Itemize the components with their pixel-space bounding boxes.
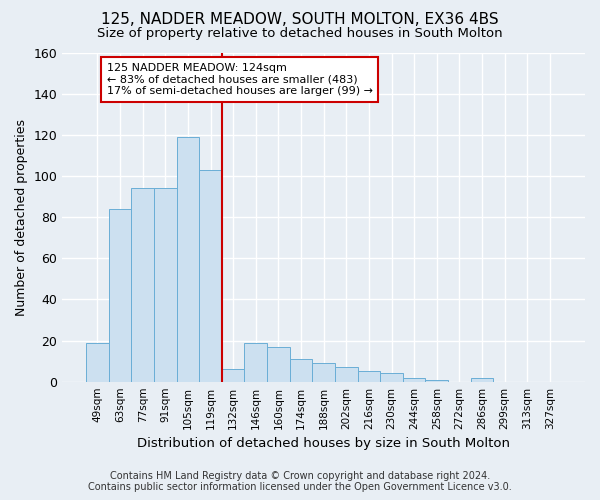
Bar (131, 188, 154, 382)
Y-axis label: Number of detached properties: Number of detached properties (15, 118, 28, 316)
Text: Contains HM Land Registry data © Crown copyright and database right 2024.
Contai: Contains HM Land Registry data © Crown c… (88, 471, 512, 492)
Bar (244, 342, 267, 382)
Bar (109, 209, 131, 382)
Bar (267, 346, 290, 382)
Bar (176, 137, 199, 382)
Bar (86, 342, 109, 382)
Text: 125, NADDER MEADOW, SOUTH MOLTON, EX36 4BS: 125, NADDER MEADOW, SOUTH MOLTON, EX36 4… (101, 12, 499, 28)
Bar (471, 378, 493, 382)
Bar (154, 188, 176, 382)
Bar (335, 368, 358, 382)
Bar (380, 374, 403, 382)
Bar (199, 170, 222, 382)
Bar (425, 380, 448, 382)
Bar (403, 378, 425, 382)
Bar (290, 359, 313, 382)
Bar (313, 363, 335, 382)
Text: 125 NADDER MEADOW: 124sqm
← 83% of detached houses are smaller (483)
17% of semi: 125 NADDER MEADOW: 124sqm ← 83% of detac… (107, 63, 373, 96)
Bar (222, 370, 244, 382)
X-axis label: Distribution of detached houses by size in South Molton: Distribution of detached houses by size … (137, 437, 510, 450)
Text: Size of property relative to detached houses in South Molton: Size of property relative to detached ho… (97, 28, 503, 40)
Bar (358, 372, 380, 382)
